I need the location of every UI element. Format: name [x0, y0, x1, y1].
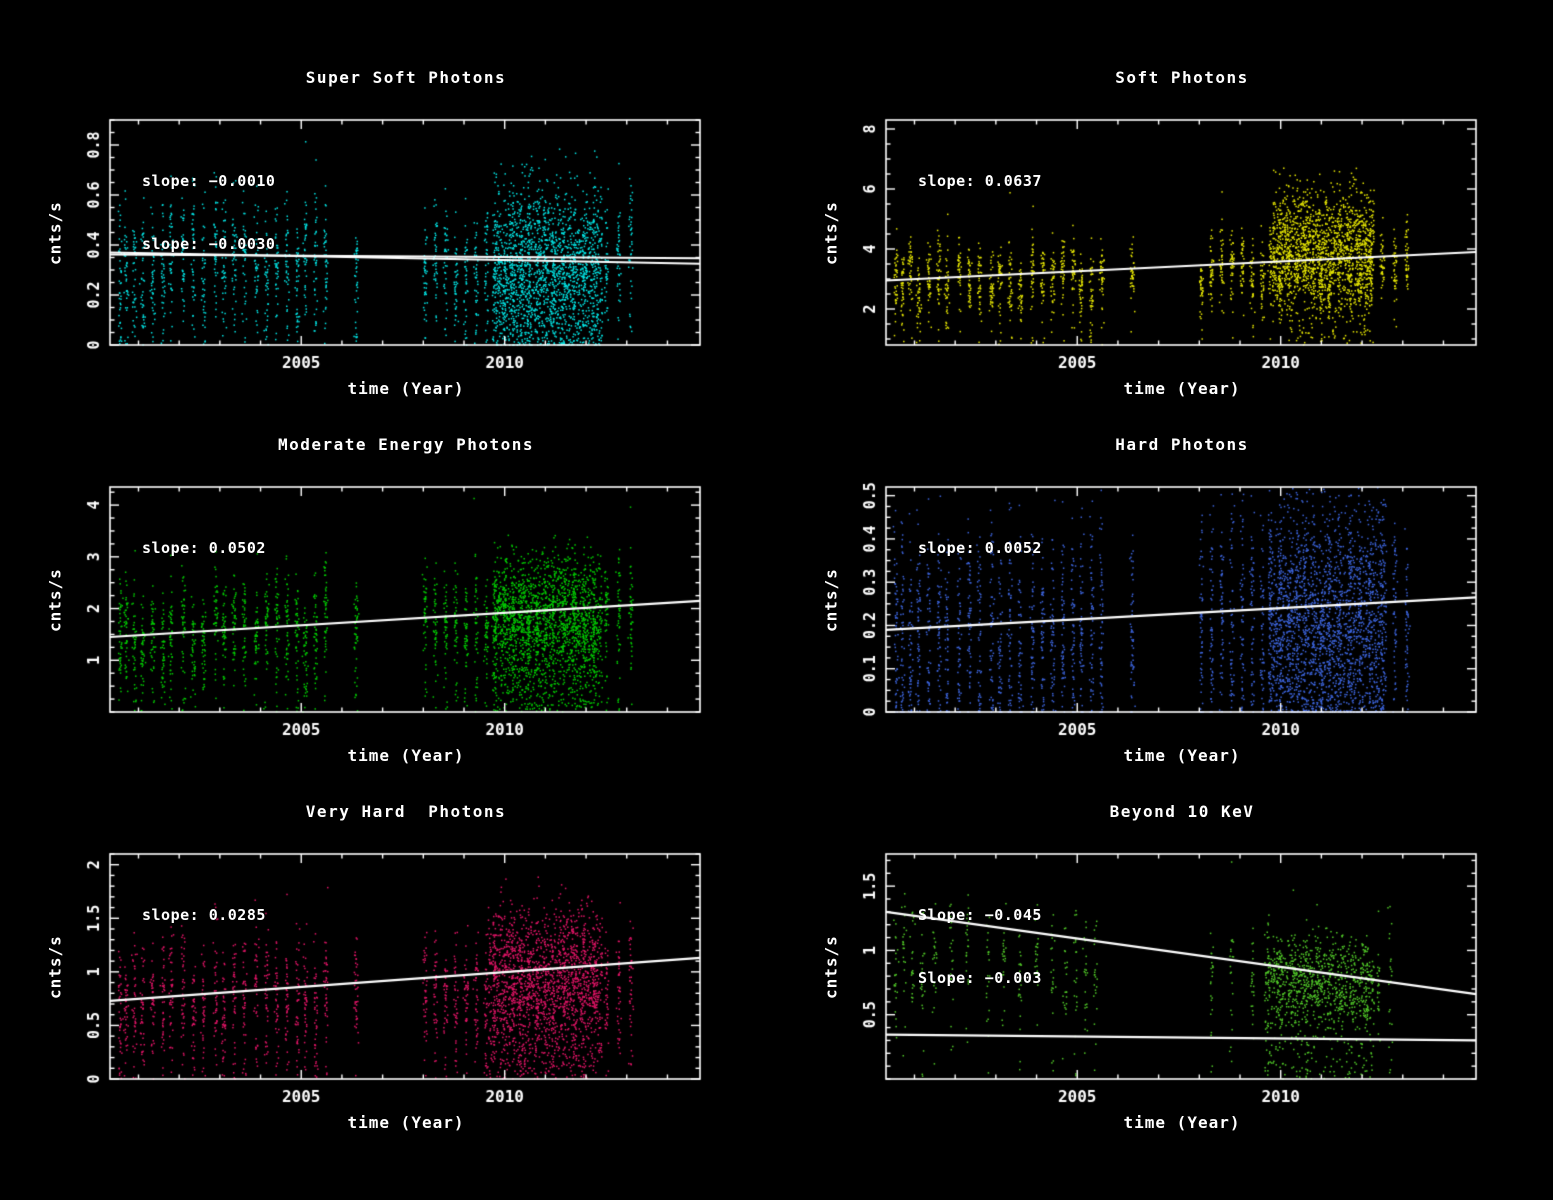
slope-annotations: Slope: −0.045 Slope: −0.003 [918, 863, 1042, 1031]
x-axis-label: time (Year) [1123, 746, 1241, 765]
x-axis-label: time (Year) [347, 379, 465, 398]
slope-annotation: slope: 0.0637 [918, 172, 1042, 190]
x-axis-label: time (Year) [1123, 1113, 1241, 1132]
slope-annotation: slope: 0.0502 [142, 539, 266, 557]
slope-annotation: slope: −0.0030 [142, 235, 276, 253]
panel-soft-photons: Soft Photons cnts/s time (Year) slope: 0… [776, 44, 1552, 411]
panel-title: Moderate Energy Photons [277, 435, 535, 454]
panel-moderate-energy-photons: Moderate Energy Photons cnts/s time (Yea… [0, 411, 776, 778]
slope-annotations: slope: 0.0502 [142, 496, 266, 601]
slope-annotation: slope: 0.0285 [142, 906, 266, 924]
slope-annotations: slope: 0.0637 [918, 129, 1042, 234]
panel-very-hard-photons: Very Hard Photons cnts/s time (Year) slo… [0, 778, 776, 1145]
slope-annotation: slope: 0.0052 [918, 539, 1042, 557]
panel-title: Beyond 10 KeV [1109, 802, 1255, 821]
panel-hard-photons: Hard Photons cnts/s time (Year) slope: 0… [776, 411, 1552, 778]
scatter-plot [0, 44, 776, 411]
scatter-plot [776, 44, 1552, 411]
scatter-plot [0, 778, 776, 1145]
y-axis-label: cnts/s [821, 935, 841, 999]
slope-annotation: Slope: −0.003 [918, 969, 1042, 987]
panel-super-soft-photons: Super Soft Photons cnts/s time (Year) sl… [0, 44, 776, 411]
slope-annotations: slope: 0.0285 [142, 863, 266, 968]
y-axis-label: cnts/s [821, 568, 841, 632]
panel-title: Very Hard Photons [305, 802, 507, 821]
scatter-plot [776, 411, 1552, 778]
panel-beyond-10-kev: Beyond 10 KeV cnts/s time (Year) Slope: … [776, 778, 1552, 1145]
x-axis-label: time (Year) [1123, 379, 1241, 398]
y-axis-label: cnts/s [45, 201, 65, 265]
x-axis-label: time (Year) [347, 1113, 465, 1132]
slope-annotation: slope: −0.0010 [142, 172, 276, 190]
scatter-plot [0, 411, 776, 778]
panel-title: Hard Photons [1115, 435, 1249, 454]
slope-annotation: Slope: −0.045 [918, 906, 1042, 924]
slope-annotations: slope: 0.0052 [918, 496, 1042, 601]
panel-title: Soft Photons [1115, 68, 1249, 87]
scatter-plot [776, 778, 1552, 1145]
y-axis-label: cnts/s [821, 201, 841, 265]
slope-annotations: slope: −0.0010 slope: −0.0030 [142, 129, 275, 297]
y-axis-label: cnts/s [45, 935, 65, 999]
x-axis-label: time (Year) [347, 746, 465, 765]
y-axis-label: cnts/s [45, 568, 65, 632]
panel-title: Super Soft Photons [305, 68, 507, 87]
six-panel-lightcurve-figure: Super Soft Photons cnts/s time (Year) sl… [0, 44, 1552, 1145]
